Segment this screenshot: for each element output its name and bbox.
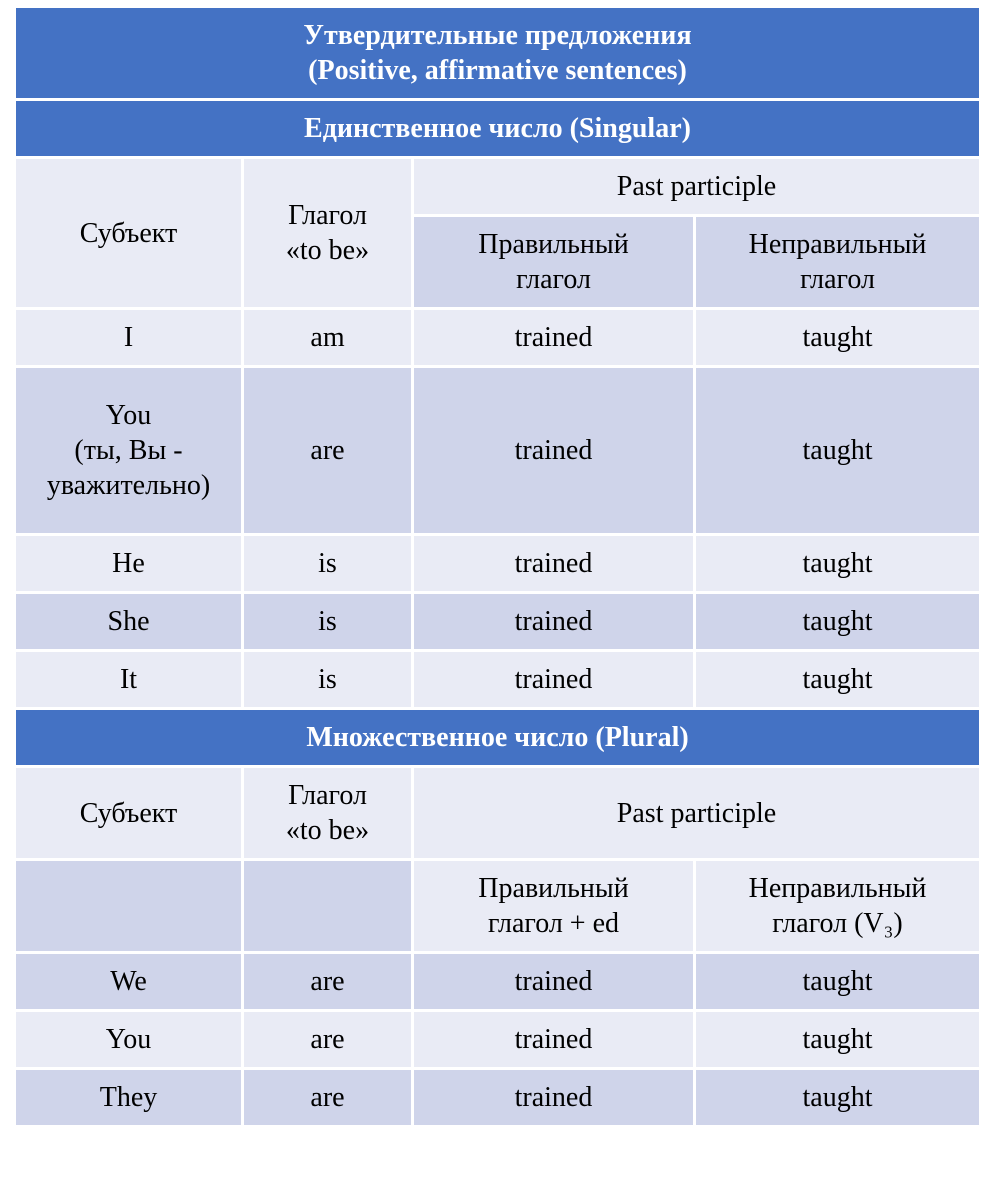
col-tobe-pl: Глагол «to be»	[243, 767, 413, 860]
table-row-irregular: taught	[695, 367, 981, 535]
table-row-subject: He	[15, 535, 243, 593]
table-row-subject: It	[15, 651, 243, 709]
title-line2: (Positive, affirmative sentences)	[308, 55, 687, 86]
plural-heading: Множественное число (Plural)	[15, 709, 981, 767]
col-tobe-l1: Глагол	[288, 200, 367, 231]
col-irregular-pl-l2: глагол (V₃)	[772, 908, 902, 939]
table-row-irregular: taught	[695, 309, 981, 367]
table-row-tobe: are	[243, 1069, 413, 1127]
col-irregular: Неправильный глагол	[695, 216, 981, 309]
col-tobe-pl-l2: «to be»	[286, 815, 369, 846]
table-row-regular: trained	[413, 367, 695, 535]
table-row-tobe: are	[243, 367, 413, 535]
col-regular-l1: Правильный	[478, 229, 628, 260]
table-row-regular: trained	[413, 1069, 695, 1127]
table-row-irregular: taught	[695, 535, 981, 593]
col-tobe-l2: «to be»	[286, 235, 369, 266]
table-row-subject: They	[15, 1069, 243, 1127]
table-row-regular: trained	[413, 309, 695, 367]
table-row-tobe: is	[243, 593, 413, 651]
table-row-subject: I	[15, 309, 243, 367]
singular-heading: Единственное число (Singular)	[15, 100, 981, 158]
col-regular-pl: Правильный глагол + ed	[413, 860, 695, 953]
table-row-tobe: is	[243, 535, 413, 593]
table-row-regular: trained	[413, 651, 695, 709]
table-row-irregular: taught	[695, 953, 981, 1011]
col-irregular-pl-l1: Неправильный	[749, 873, 927, 904]
col-regular-pl-l2: глагол + ed	[488, 908, 619, 939]
col-regular-l2: глагол	[516, 264, 591, 295]
col-irregular-l1: Неправильный	[749, 229, 927, 260]
table-row-subject: We	[15, 953, 243, 1011]
table-row-regular: trained	[413, 593, 695, 651]
col-past-participle: Past participle	[413, 158, 981, 216]
table-row-subject: She	[15, 593, 243, 651]
table-row-tobe: are	[243, 1011, 413, 1069]
title-line1: Утвердительные предложения	[303, 20, 691, 51]
table-row-irregular: taught	[695, 593, 981, 651]
grammar-table: Утвердительные предложения (Positive, af…	[13, 8, 982, 1128]
empty-subject	[15, 860, 243, 953]
table-row-tobe: are	[243, 953, 413, 1011]
col-regular-pl-l1: Правильный	[478, 873, 628, 904]
table-row-subject: You(ты, Вы -уважительно)	[15, 367, 243, 535]
table-row-regular: trained	[413, 1011, 695, 1069]
table-row-irregular: taught	[695, 651, 981, 709]
col-subject-pl: Субъект	[15, 767, 243, 860]
col-tobe-pl-l1: Глагол	[288, 780, 367, 811]
col-subject: Субъект	[15, 158, 243, 309]
col-pp-pl: Past participle	[413, 767, 981, 860]
col-irregular-l2: глагол	[800, 264, 875, 295]
col-irregular-pl: Неправильный глагол (V₃)	[695, 860, 981, 953]
table-row-irregular: taught	[695, 1011, 981, 1069]
table-row-irregular: taught	[695, 1069, 981, 1127]
col-tobe: Глагол «to be»	[243, 158, 413, 309]
col-regular: Правильный глагол	[413, 216, 695, 309]
table-row-regular: trained	[413, 953, 695, 1011]
empty-tobe	[243, 860, 413, 953]
table-title: Утвердительные предложения (Positive, af…	[15, 8, 981, 100]
table-row-tobe: is	[243, 651, 413, 709]
table-row-subject: You	[15, 1011, 243, 1069]
table-row-tobe: am	[243, 309, 413, 367]
table-row-regular: trained	[413, 535, 695, 593]
